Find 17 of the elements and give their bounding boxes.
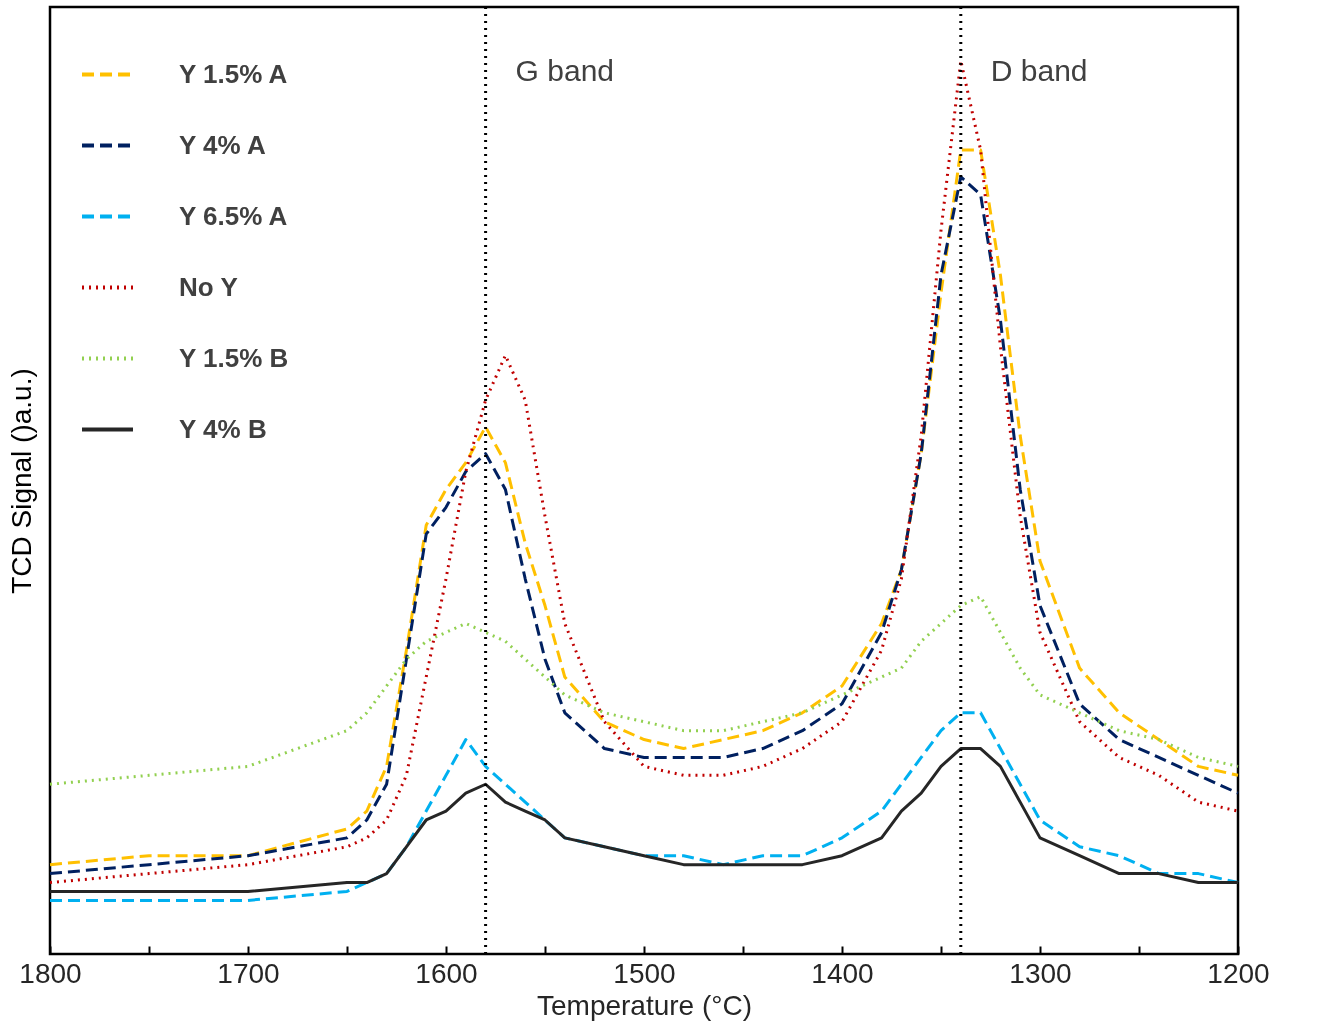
legend-label: No Y [179,271,238,302]
legend-label: Y 1.5% B [179,342,289,373]
legend-label: Y 4% B [179,413,267,444]
legend-label: Y 6.5% A [179,200,288,231]
ref-line-label: G band [515,54,615,87]
legend-label: Y 1.5% A [179,58,288,89]
x-tick-label: 1300 [1009,957,1072,989]
x-tick-label: 1800 [19,957,82,989]
x-axis-title: Temperature (°C) [536,989,753,1021]
x-tick-label: 1700 [217,957,280,989]
legend-label: Y 4% A [179,129,266,160]
x-tick-label: 1500 [613,957,676,989]
x-tick-label: 1600 [415,957,478,989]
x-tick-label: 1400 [811,957,874,989]
y-axis-title: TCD Signal ()a.u.) [5,368,37,594]
x-tick-label: 1200 [1207,957,1270,989]
ref-line-label: D band [990,54,1088,87]
